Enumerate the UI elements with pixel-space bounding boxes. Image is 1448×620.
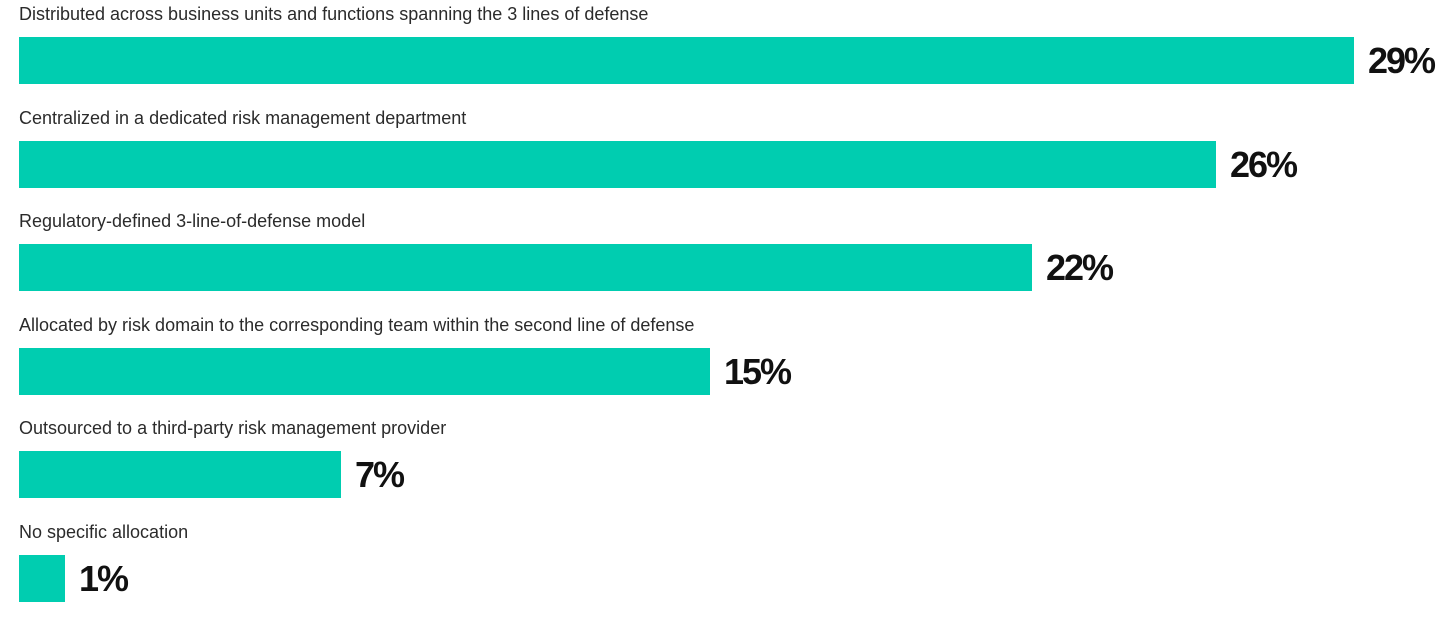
bar [19,244,1032,291]
bar-row: Allocated by risk domain to the correspo… [0,314,1448,404]
bar [19,37,1354,84]
bar [19,140,1216,188]
category-label: Regulatory-defined 3-line-of-defense mod… [19,211,366,231]
bar [19,451,341,498]
bar-row: Outsourced to a third-party risk managem… [0,417,1448,507]
value-label: 22% [1046,247,1114,288]
bar [19,554,65,602]
bar-row: Centralized in a dedicated risk manageme… [0,107,1448,197]
value-label: 7% [355,454,405,495]
bar [19,347,710,395]
category-label: Outsourced to a third-party risk managem… [19,418,447,438]
value-label: 1% [79,557,129,599]
bar-row: No specific allocation 1% [0,521,1448,611]
category-label: Allocated by risk domain to the correspo… [19,314,695,335]
category-label: Distributed across business units and fu… [19,4,649,24]
value-label: 29% [1368,40,1436,81]
value-label: 15% [724,350,792,392]
value-label: 26% [1230,143,1298,185]
category-label: No specific allocation [19,521,189,542]
bar-row: Distributed across business units and fu… [0,3,1448,93]
category-label: Centralized in a dedicated risk manageme… [19,107,467,128]
bar-row: Regulatory-defined 3-line-of-defense mod… [0,210,1448,300]
